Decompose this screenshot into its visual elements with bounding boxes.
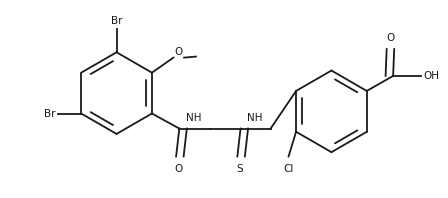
Text: Cl: Cl [284, 164, 294, 174]
Text: O: O [387, 33, 395, 43]
Text: NH: NH [186, 113, 202, 123]
Text: OH: OH [423, 71, 439, 81]
Text: S: S [236, 164, 243, 174]
Text: NH: NH [247, 113, 262, 123]
Text: Br: Br [44, 109, 56, 119]
Text: Br: Br [111, 16, 122, 27]
Text: O: O [174, 164, 182, 174]
Text: O: O [174, 47, 183, 57]
